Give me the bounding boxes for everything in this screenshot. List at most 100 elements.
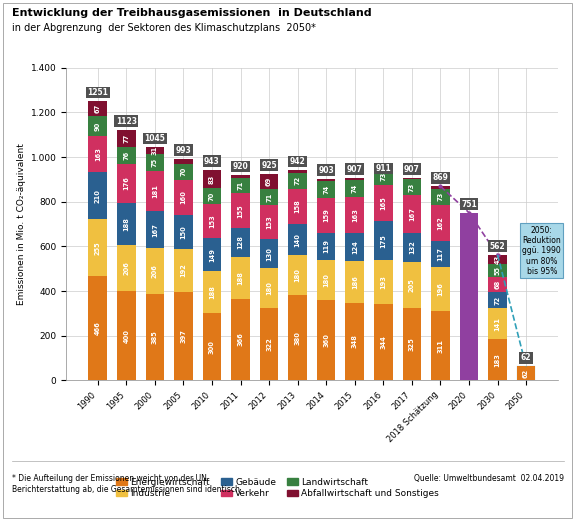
Text: 175: 175 <box>380 234 386 248</box>
Text: Quelle: Umweltbundesamt  02.04.2019: Quelle: Umweltbundesamt 02.04.2019 <box>413 474 564 483</box>
Bar <box>289 224 307 255</box>
Text: 180: 180 <box>323 273 329 287</box>
Text: 141: 141 <box>494 317 501 331</box>
Text: 128: 128 <box>237 235 244 249</box>
Bar <box>289 170 307 172</box>
Text: 325: 325 <box>409 337 415 351</box>
Text: 385: 385 <box>152 330 158 344</box>
Text: 162: 162 <box>438 216 443 230</box>
Bar <box>317 181 335 197</box>
Bar <box>517 366 535 380</box>
Bar <box>346 303 364 380</box>
Text: 193: 193 <box>380 275 386 289</box>
Text: 907: 907 <box>404 165 420 174</box>
Bar <box>374 221 393 260</box>
Text: 167: 167 <box>409 207 415 221</box>
Bar <box>289 255 307 295</box>
Bar <box>346 180 364 197</box>
Bar <box>317 179 335 181</box>
Text: 67: 67 <box>95 104 101 113</box>
Text: 74: 74 <box>323 185 329 194</box>
Text: 205: 205 <box>409 278 415 292</box>
Legend: Energiewirtschaft, Industrie, Gebäude, Verkehr, Landwirtschaft, Abfallwirtschaft: Energiewirtschaft, Industrie, Gebäude, V… <box>112 474 443 502</box>
Text: 1251: 1251 <box>87 88 108 97</box>
Bar <box>231 193 250 228</box>
Bar <box>203 188 221 204</box>
Text: 903: 903 <box>319 166 334 175</box>
Text: 380: 380 <box>294 331 301 345</box>
Bar <box>117 291 136 380</box>
Text: 73: 73 <box>380 172 386 181</box>
Bar <box>317 197 335 233</box>
Bar <box>231 175 250 178</box>
Bar <box>203 271 221 313</box>
Bar <box>488 340 507 380</box>
Text: 183: 183 <box>494 353 501 367</box>
Text: 72: 72 <box>294 176 301 185</box>
Bar <box>174 164 193 180</box>
Text: 400: 400 <box>123 329 129 343</box>
Text: 71: 71 <box>266 192 272 202</box>
Text: 70: 70 <box>181 167 186 177</box>
Bar <box>488 292 507 308</box>
Text: 124: 124 <box>352 240 358 254</box>
Bar <box>488 265 507 277</box>
Text: 90: 90 <box>95 121 101 131</box>
Text: 993: 993 <box>175 145 191 155</box>
Text: 149: 149 <box>209 248 215 262</box>
Bar <box>260 308 278 380</box>
Bar <box>260 239 278 268</box>
Text: 869: 869 <box>432 173 448 182</box>
Bar <box>431 205 450 241</box>
Bar <box>488 340 507 380</box>
Bar <box>402 232 421 262</box>
Y-axis label: Emissionen in Mio. t CO₂-äquivalent: Emissionen in Mio. t CO₂-äquivalent <box>17 143 26 305</box>
Text: 150: 150 <box>181 225 186 239</box>
Bar <box>289 189 307 224</box>
Text: 62: 62 <box>523 369 529 378</box>
Bar <box>260 189 278 205</box>
Bar <box>145 147 164 154</box>
Text: 925: 925 <box>261 161 277 170</box>
Text: 192: 192 <box>181 263 186 277</box>
Text: 206: 206 <box>123 261 129 275</box>
Text: 196: 196 <box>438 282 443 296</box>
Text: 210: 210 <box>95 189 101 203</box>
Text: 117: 117 <box>438 247 443 261</box>
Bar <box>145 249 164 294</box>
Text: 76: 76 <box>123 151 129 160</box>
Text: 1045: 1045 <box>144 134 165 143</box>
Bar <box>289 295 307 380</box>
Text: in der Abgrenzung  der Sektoren des Klimaschutzplans  2050*: in der Abgrenzung der Sektoren des Klima… <box>12 23 315 33</box>
Text: 153: 153 <box>266 215 272 229</box>
Text: 186: 186 <box>352 275 358 289</box>
Text: 188: 188 <box>123 217 129 231</box>
Bar <box>346 233 364 261</box>
Bar <box>145 171 164 211</box>
Bar <box>203 170 221 188</box>
Bar <box>260 205 278 239</box>
Bar <box>317 300 335 380</box>
Bar <box>488 308 507 340</box>
Bar <box>231 178 250 193</box>
Bar <box>402 308 421 380</box>
Bar <box>488 308 507 340</box>
Text: 165: 165 <box>380 196 386 210</box>
Text: 311: 311 <box>438 339 443 353</box>
Bar <box>260 268 278 308</box>
Text: 163: 163 <box>352 208 358 222</box>
Text: 907: 907 <box>347 165 363 174</box>
Text: 74: 74 <box>352 184 358 193</box>
Text: 167: 167 <box>152 223 158 237</box>
Text: 132: 132 <box>409 240 415 254</box>
Bar <box>145 294 164 380</box>
Text: 466: 466 <box>95 321 101 335</box>
Bar <box>402 179 421 195</box>
Text: 360: 360 <box>323 333 329 347</box>
Bar <box>431 241 450 267</box>
Bar <box>488 292 507 308</box>
Text: 75: 75 <box>152 158 158 167</box>
Bar <box>117 130 136 147</box>
Text: 2050:
Reduktion
ggü. 1990
um 80%
bis 95%: 2050: Reduktion ggü. 1990 um 80% bis 95% <box>523 226 561 276</box>
Text: 72: 72 <box>494 295 501 305</box>
